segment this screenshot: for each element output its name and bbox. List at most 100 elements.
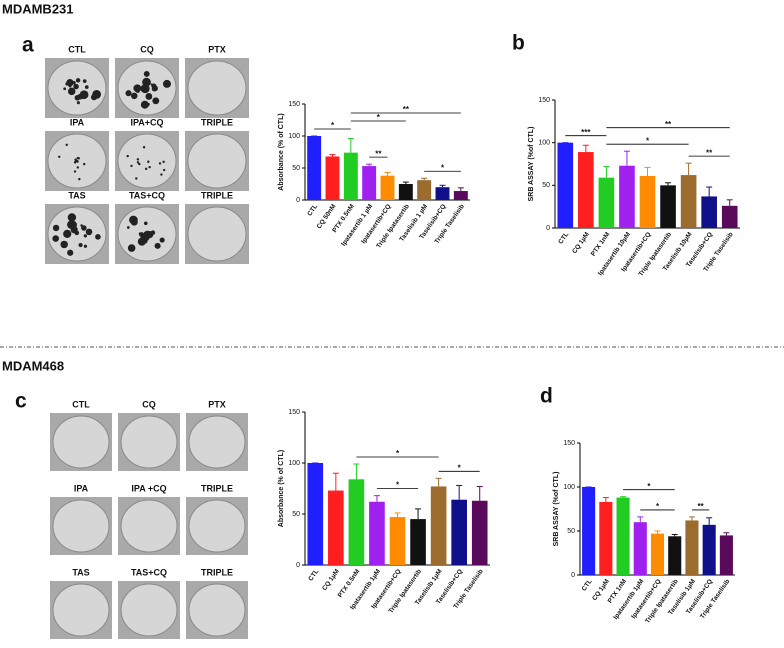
section-title: MDAMB231 (2, 1, 74, 16)
y-tick-label: 50 (292, 165, 300, 172)
bar (325, 156, 340, 200)
colony (162, 160, 165, 164)
colony (76, 166, 80, 169)
x-tick-label: CQ 1µM (321, 568, 341, 592)
colony (126, 154, 129, 158)
y-tick-label: 150 (288, 101, 300, 108)
photo-label: TAS (68, 190, 85, 200)
photo-label: TRIPLE (201, 190, 233, 200)
y-tick-label: 100 (288, 133, 300, 140)
colony (160, 173, 163, 176)
x-tick-label: CTL (557, 231, 570, 245)
bar (380, 175, 395, 200)
y-tick-label: 150 (288, 409, 300, 416)
section-title: MDAM468 (2, 358, 64, 373)
colony (95, 234, 101, 240)
bar (701, 196, 717, 228)
significance-label: * (396, 481, 400, 490)
colony (82, 79, 87, 83)
colony (85, 228, 93, 236)
colony (66, 79, 74, 87)
colony (82, 162, 86, 166)
bar (685, 520, 699, 575)
well (187, 60, 247, 116)
colony (135, 89, 140, 93)
y-tick-label: 0 (571, 572, 575, 579)
colony (77, 93, 84, 100)
bar (721, 205, 738, 228)
significance-label: * (458, 463, 462, 472)
y-tick-label: 50 (542, 182, 550, 189)
bar (343, 152, 358, 200)
colony (147, 160, 150, 163)
x-tick-label: PTX 1nM (590, 231, 611, 258)
y-tick-label: 0 (296, 197, 300, 204)
colony (140, 84, 149, 93)
bar (471, 500, 488, 565)
photo-label: PTX (208, 399, 226, 409)
colony (130, 164, 133, 168)
bar (362, 166, 377, 200)
photo-label: IPA +CQ (131, 483, 166, 493)
bar (430, 486, 447, 565)
colony (84, 85, 89, 89)
colony (158, 162, 162, 165)
colony (126, 226, 130, 229)
colony (81, 225, 87, 231)
colony (73, 170, 77, 173)
colony (152, 97, 160, 105)
colony (52, 235, 59, 242)
photo-label: TRIPLE (201, 567, 233, 577)
bar (578, 152, 594, 228)
panel-letter: d (540, 385, 553, 408)
colony (136, 158, 140, 161)
photo-label: TRIPLE (201, 483, 233, 493)
y-axis-label: SRB ASSAY (%of CTL) (553, 472, 560, 547)
bar (599, 501, 613, 575)
colony (83, 244, 88, 248)
colony (135, 177, 138, 180)
colony (67, 249, 74, 256)
colony (74, 158, 77, 161)
colony (130, 218, 138, 226)
bar (616, 497, 630, 575)
colony (75, 78, 81, 83)
panel-letter: a (22, 34, 34, 57)
bar (680, 175, 697, 228)
colony (154, 242, 161, 249)
well (52, 583, 110, 637)
colony (63, 229, 72, 238)
y-tick-label: 150 (538, 97, 550, 104)
y-tick-label: 100 (538, 140, 550, 147)
well (117, 133, 177, 189)
photo-label: CQ (140, 44, 154, 54)
well (120, 583, 178, 637)
y-tick-label: 100 (563, 484, 575, 491)
photo-label: CQ (142, 399, 156, 409)
bar (598, 177, 615, 228)
x-tick-label: CTL (306, 203, 319, 217)
colony (78, 242, 83, 248)
photo-label: TRIPLE (201, 117, 233, 127)
y-tick-label: 50 (292, 511, 300, 518)
colony (162, 168, 166, 172)
bar (328, 490, 344, 565)
colony (93, 95, 97, 100)
colony (159, 237, 165, 243)
photo-label: IPA+CQ (130, 117, 163, 127)
bar (582, 487, 596, 575)
significance-label: * (331, 121, 335, 130)
colony (150, 83, 153, 86)
colony (143, 70, 150, 77)
bar (369, 501, 385, 565)
colony (67, 213, 77, 222)
photo-label: CTL (72, 399, 90, 409)
bar (451, 499, 467, 565)
y-axis-label: Absorbance (% of CTL) (278, 450, 285, 527)
significance-label: * (377, 113, 381, 122)
colony (151, 85, 158, 92)
bar (307, 463, 324, 565)
bar (410, 519, 426, 565)
colony (142, 146, 146, 149)
